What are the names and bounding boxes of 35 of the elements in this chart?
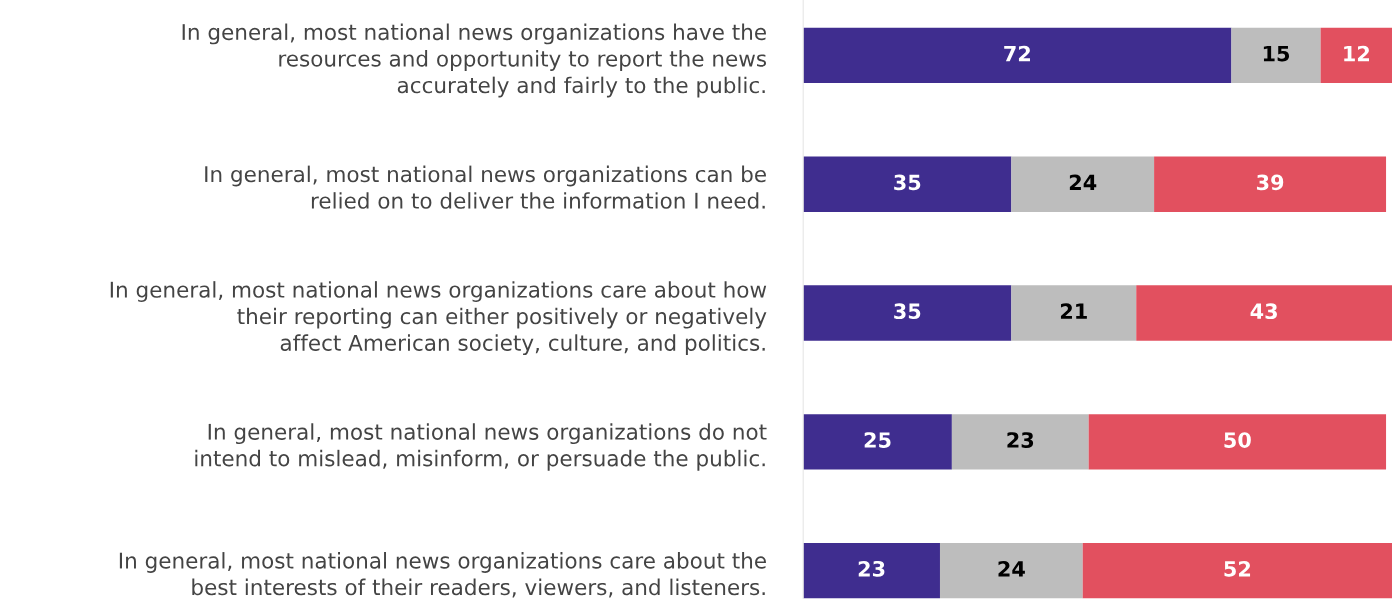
y-tick-label: In general, most national news organizations care about the best interests of their readers, viewers, and listeners. bbox=[119, 552, 766, 598]
bar bbox=[1011, 285, 1137, 341]
data-label: 12 bbox=[1344, 45, 1369, 62]
bar bbox=[1011, 156, 1155, 212]
data-label: 24 bbox=[1069, 174, 1097, 190]
y-tick-label: In general, most national news organizations have the resources and opportunity to report the news accurately and fairly to the public. bbox=[182, 23, 767, 98]
bar bbox=[951, 414, 1089, 470]
data-label: 24 bbox=[998, 560, 1025, 577]
data-label: 25 bbox=[864, 432, 891, 448]
bar bbox=[939, 542, 1083, 599]
bar bbox=[803, 414, 952, 470]
bar bbox=[803, 156, 1012, 212]
data-label: 23 bbox=[858, 560, 885, 577]
bar bbox=[803, 542, 940, 599]
bar bbox=[1136, 285, 1392, 341]
data-label: 50 bbox=[1224, 432, 1251, 448]
data-label: 23 bbox=[1007, 432, 1034, 448]
y-tick-label: In general, most national news organizations can be relied on to deliver the information I need. bbox=[205, 165, 766, 209]
bar bbox=[1154, 156, 1387, 212]
data-label: 15 bbox=[1263, 45, 1290, 62]
y-tick-label: In general, most national news organizations do not intend to mislead, misinform, or persuade the public. bbox=[195, 423, 767, 471]
data-label: 52 bbox=[1224, 560, 1251, 577]
y-tick-label: In general, most national news organizations care about how their reporting can either positively or negatively affect American society, culture, and politics. bbox=[110, 281, 767, 356]
data-label: 21 bbox=[1060, 303, 1087, 319]
data-label: 35 bbox=[894, 303, 921, 320]
data-label: 35 bbox=[894, 174, 921, 191]
bar bbox=[1082, 542, 1392, 599]
data-label: 39 bbox=[1256, 174, 1284, 191]
bar bbox=[803, 285, 1012, 341]
bar bbox=[1320, 27, 1392, 84]
bar bbox=[803, 27, 1232, 84]
data-label: 72 bbox=[1004, 45, 1030, 62]
data-label: 43 bbox=[1250, 303, 1277, 320]
bar bbox=[1231, 27, 1321, 84]
bar bbox=[1088, 414, 1387, 470]
